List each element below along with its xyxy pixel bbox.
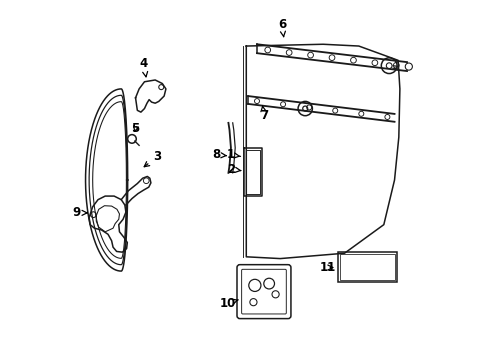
- Text: 2: 2: [226, 163, 240, 176]
- Text: 11: 11: [319, 261, 335, 274]
- Text: 10: 10: [219, 297, 238, 310]
- Text: 5: 5: [131, 122, 140, 135]
- Bar: [337, 252, 396, 282]
- Text: 6: 6: [277, 18, 285, 37]
- Text: 7: 7: [260, 106, 267, 122]
- Text: 8: 8: [212, 148, 226, 162]
- Bar: [340, 254, 394, 280]
- Text: 3: 3: [144, 150, 161, 167]
- Text: 4: 4: [140, 57, 147, 77]
- Text: 1: 1: [226, 148, 240, 162]
- Text: 9: 9: [72, 206, 87, 219]
